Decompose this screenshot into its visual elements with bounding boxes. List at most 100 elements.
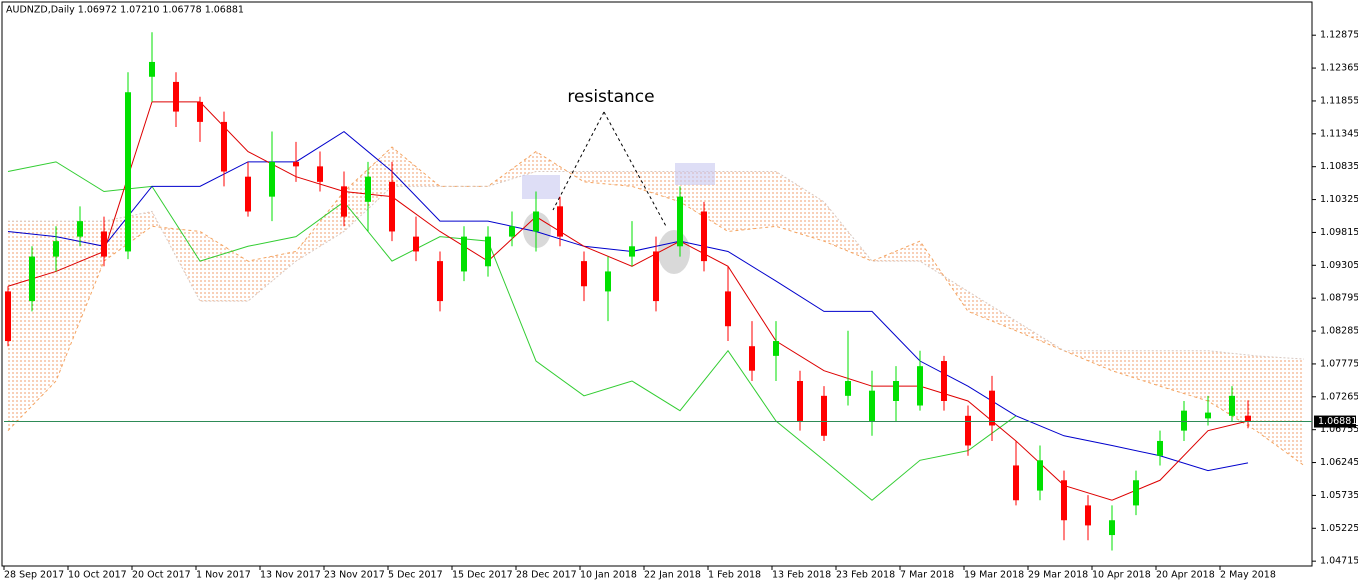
x-tick-label: 7 Mar 2018 <box>900 570 954 581</box>
candle-body <box>413 236 419 252</box>
highlight-box <box>675 163 715 185</box>
candle-body <box>749 346 755 371</box>
x-tick-label: 2 May 2018 <box>1220 570 1276 581</box>
x-tick-label: 29 Mar 2018 <box>1028 570 1088 581</box>
y-tick-label: 1.07775 <box>1320 358 1358 369</box>
y-tick-label: 1.11345 <box>1320 128 1358 139</box>
x-tick-label: 13 Feb 2018 <box>772 570 831 581</box>
x-tick-label: 23 Nov 2017 <box>324 570 385 581</box>
candle-body <box>629 246 635 257</box>
candle-body <box>1181 410 1187 431</box>
annotation-arrow <box>603 111 668 229</box>
candle-body <box>29 256 35 302</box>
candle-body <box>197 101 203 122</box>
y-tick-label: 1.08285 <box>1320 326 1358 337</box>
x-tick-label: 22 Jan 2018 <box>644 570 701 581</box>
y-tick-label: 1.05225 <box>1320 523 1358 534</box>
y-tick-label: 1.09305 <box>1320 260 1358 271</box>
candle-body <box>1085 505 1091 526</box>
candle-body <box>317 166 323 182</box>
candle-body <box>461 236 467 272</box>
candle-body <box>581 261 587 287</box>
candle-body <box>893 381 899 401</box>
candle-body <box>1109 520 1115 536</box>
candle-body <box>437 261 443 302</box>
indicator-line <box>7 146 1305 466</box>
candle-body <box>725 291 731 327</box>
x-tick-label: 1 Nov 2017 <box>196 570 251 581</box>
candle-body <box>965 415 971 446</box>
y-tick-label: 1.09815 <box>1320 227 1358 238</box>
candle-body <box>269 161 275 197</box>
x-tick-label: 15 Dec 2017 <box>452 570 513 581</box>
candle-body <box>653 251 659 302</box>
candle-body <box>1205 412 1211 419</box>
candle-body <box>821 395 827 436</box>
y-tick-label: 1.07265 <box>1320 391 1358 402</box>
indicator-line <box>8 171 1305 360</box>
x-tick-label: 28 Sep 2017 <box>4 570 64 581</box>
x-tick-label: 20 Apr 2018 <box>1156 570 1215 581</box>
annotation: resistance <box>567 87 654 107</box>
cloud-layer <box>7 146 1305 466</box>
candle-body <box>941 361 947 401</box>
candle-body <box>125 92 131 252</box>
candle-body <box>845 381 851 396</box>
candle-body <box>389 181 395 232</box>
candle-body <box>53 241 59 257</box>
candle-body <box>1157 440 1163 456</box>
candle-body <box>989 390 995 426</box>
candle-body <box>509 226 515 237</box>
candle-body <box>245 176 251 212</box>
candle-body <box>677 196 683 247</box>
candle-body <box>5 291 11 342</box>
indicator-line <box>7 161 1017 501</box>
highlight-box <box>522 175 560 199</box>
candle-body <box>485 236 491 267</box>
x-tick-label: 28 Dec 2017 <box>516 570 577 581</box>
y-tick-label: 1.12365 <box>1320 63 1358 74</box>
candle-body <box>1061 480 1067 521</box>
candle-body <box>221 121 227 172</box>
chart-title: AUDNZD,Daily 1.06972 1.07210 1.06778 1.0… <box>6 5 244 16</box>
x-tick-label: 10 Apr 2018 <box>1092 570 1151 581</box>
x-tick-label: 20 Oct 2017 <box>132 570 191 581</box>
y-tick-label: 1.06245 <box>1320 457 1358 468</box>
price-label: 1.06881 <box>1318 416 1357 427</box>
y-tick-label: 1.10325 <box>1320 194 1358 205</box>
x-tick-label: 10 Oct 2017 <box>68 570 127 581</box>
x-tick-label: 5 Dec 2017 <box>388 570 443 581</box>
candle-body <box>797 381 803 421</box>
x-tick-label: 13 Nov 2017 <box>260 570 321 581</box>
candle-body <box>557 206 563 237</box>
candle-body <box>1133 480 1139 506</box>
highlight-ellipse <box>658 230 690 274</box>
y-tick-label: 1.05735 <box>1320 490 1358 501</box>
y-tick-label: 1.08795 <box>1320 293 1358 304</box>
x-tick-label: 1 Feb 2018 <box>708 570 761 581</box>
candle-body <box>149 61 155 77</box>
candle-body <box>293 161 299 167</box>
y-tick-label: 1.04715 <box>1320 556 1358 567</box>
y-tick-label: 1.10835 <box>1320 161 1358 172</box>
x-tick-label: 23 Feb 2018 <box>836 570 895 581</box>
candle-body <box>533 211 539 232</box>
candle-body <box>917 366 923 406</box>
candle-body <box>1013 465 1019 501</box>
candle-body <box>1037 460 1043 491</box>
candle-body <box>605 271 611 292</box>
candle-body <box>101 231 107 257</box>
y-tick-label: 1.12875 <box>1320 30 1358 41</box>
candle-body <box>173 81 179 112</box>
candle-body <box>869 390 875 421</box>
x-tick-label: 10 Jan 2018 <box>580 570 637 581</box>
cloud-fill <box>8 147 1304 466</box>
annotation-arrow <box>552 111 605 211</box>
price-label-box <box>1314 415 1356 428</box>
y-tick-label: 1.11855 <box>1320 95 1358 106</box>
candle-body <box>365 176 371 202</box>
candle-body <box>1229 395 1235 416</box>
y-tick-label: 1.06755 <box>1320 424 1358 435</box>
